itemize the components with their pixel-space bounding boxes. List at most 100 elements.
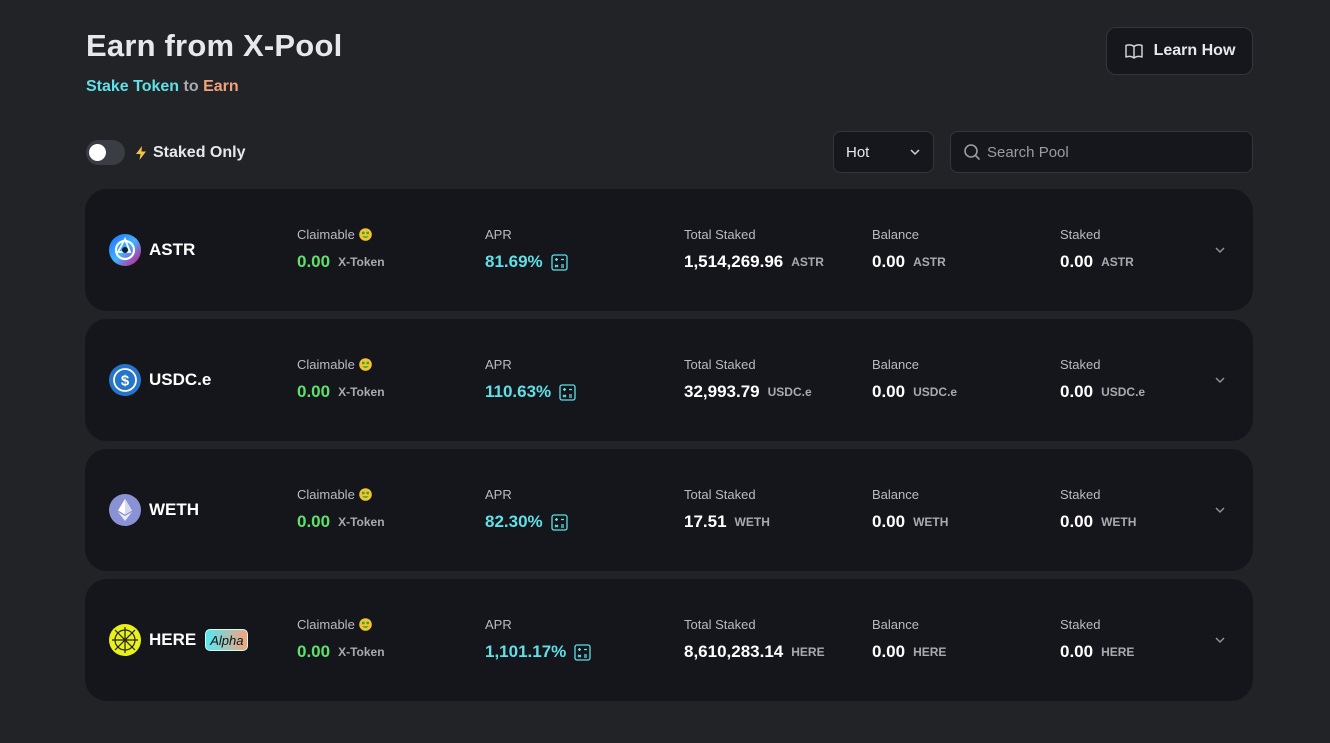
balance-value: 0.00 (872, 252, 906, 271)
pool-token: $ USDC.e (109, 364, 211, 396)
apr-value-row: 82.30% (485, 511, 568, 533)
token-name: WETH (149, 500, 200, 519)
claimable-label-row: Claimable (297, 616, 385, 632)
staked-column: Staked 0.00 ASTR (1060, 226, 1134, 273)
pool-token: WETH (109, 494, 199, 526)
pool-card[interactable]: WETH Claimable 0.00 X-Token APR 82.30% T… (85, 449, 1253, 571)
claimable-value: 0.00 (297, 642, 331, 661)
balance-value-row: 0.00 HERE (872, 641, 946, 663)
total-staked-label: Total Staked (684, 486, 756, 502)
total-staked-unit: WETH (734, 515, 770, 529)
book-icon (1124, 44, 1143, 59)
alpha-badge: Alpha (205, 629, 249, 651)
apr-label: APR (485, 356, 512, 372)
total-staked-column: Total Staked 32,993.79 USDC.e (684, 356, 812, 403)
total-staked-value: 8,610,283.14 (684, 642, 784, 661)
total-staked-column: Total Staked 17.51 WETH (684, 486, 770, 533)
learn-how-label: Learn How (1153, 42, 1236, 59)
total-staked-value-row: 32,993.79 USDC.e (684, 381, 812, 403)
balance-unit: ASTR (913, 255, 946, 269)
total-staked-value-row: 8,610,283.14 HERE (684, 641, 825, 663)
claimable-column: Claimable 0.00 X-Token (297, 226, 385, 273)
balance-value-row: 0.00 USDC.e (872, 381, 957, 403)
token-name: ASTR (149, 240, 196, 259)
page-title: Earn from X-Pool (86, 28, 343, 63)
total-staked-label: Total Staked (684, 226, 756, 242)
balance-column: Balance 0.00 ASTR (872, 226, 946, 273)
learn-how-button[interactable]: Learn How (1106, 27, 1253, 75)
claimable-unit: X-Token (338, 515, 385, 529)
apr-value-row: 81.69% (485, 251, 568, 273)
staked-unit: ASTR (1101, 255, 1134, 269)
total-staked-value-row: 1,514,269.96 ASTR (684, 251, 824, 273)
balance-value-row: 0.00 WETH (872, 511, 948, 533)
claimable-label-row: Claimable (297, 356, 385, 372)
token-name: USDC.e (149, 370, 212, 389)
subtitle-stake-token: Stake Token (86, 78, 180, 95)
staked-label: Staked (1060, 486, 1101, 502)
claimable-value-row: 0.00 X-Token (297, 641, 385, 663)
total-staked-label: Total Staked (684, 616, 756, 632)
calculator-icon[interactable] (559, 383, 576, 401)
claimable-value: 0.00 (297, 252, 331, 271)
staked-only-label: Staked Only (153, 143, 246, 161)
toggle-knob (89, 144, 106, 161)
ethereum-logo-icon (109, 494, 141, 526)
calculator-icon[interactable] (574, 643, 591, 661)
pool-token: ASTR (109, 234, 195, 266)
pool-token: HERE Alpha (109, 624, 249, 656)
staked-value: 0.00 (1060, 252, 1094, 271)
balance-label: Balance (872, 356, 919, 372)
expand-chevron-icon[interactable] (1214, 634, 1226, 646)
apr-value: 82.30% (485, 512, 543, 531)
total-staked-column: Total Staked 1,514,269.96 ASTR (684, 226, 824, 273)
claimable-column: Claimable 0.00 X-Token (297, 356, 385, 403)
expand-chevron-icon[interactable] (1214, 244, 1226, 256)
apr-label: APR (485, 226, 512, 242)
claimable-unit: X-Token (338, 645, 385, 659)
staked-column: Staked 0.00 USDC.e (1060, 356, 1145, 403)
staked-value-row: 0.00 WETH (1060, 511, 1136, 533)
balance-value-row: 0.00 ASTR (872, 251, 946, 273)
apr-column: APR 82.30% (485, 486, 568, 533)
staked-unit: HERE (1101, 645, 1135, 659)
pool-card[interactable]: $ USDC.e Claimable 0.00 X-Token APR 110.… (85, 319, 1253, 441)
money-face-icon (359, 227, 372, 241)
staked-unit: USDC.e (1101, 385, 1146, 399)
apr-label: APR (485, 616, 512, 632)
claimable-label-row: Claimable (297, 226, 385, 242)
apr-column: APR 1,101.17% (485, 616, 591, 663)
sort-value: Hot (846, 143, 870, 161)
staked-value-row: 0.00 HERE (1060, 641, 1134, 663)
claimable-value-row: 0.00 X-Token (297, 511, 385, 533)
balance-value: 0.00 (872, 642, 906, 661)
balance-label: Balance (872, 226, 919, 242)
claimable-label: Claimable (297, 486, 355, 502)
balance-unit: HERE (913, 645, 947, 659)
total-staked-column: Total Staked 8,610,283.14 HERE (684, 616, 825, 663)
usdc-logo-icon: $ (109, 364, 141, 396)
staked-label: Staked (1060, 356, 1101, 372)
claimable-label: Claimable (297, 226, 355, 242)
total-staked-value-row: 17.51 WETH (684, 511, 770, 533)
balance-value: 0.00 (872, 512, 906, 531)
subtitle-earn: Earn (203, 78, 239, 95)
calculator-icon[interactable] (551, 513, 568, 531)
apr-label: APR (485, 486, 512, 502)
pool-card[interactable]: HERE Alpha Claimable 0.00 X-Token APR 1,… (85, 579, 1253, 701)
search-pool-input[interactable] (987, 143, 1237, 161)
page-subtitle: Stake Token to Earn (86, 78, 239, 96)
total-staked-unit: HERE (791, 645, 825, 659)
expand-chevron-icon[interactable] (1214, 374, 1226, 386)
expand-chevron-icon[interactable] (1214, 504, 1226, 516)
staked-unit: WETH (1101, 515, 1137, 529)
sort-dropdown[interactable]: Hot (833, 131, 934, 173)
pool-card[interactable]: ASTR Claimable 0.00 X-Token APR 81.69% T… (85, 189, 1253, 311)
total-staked-unit: USDC.e (767, 385, 812, 399)
staked-value: 0.00 (1060, 512, 1094, 531)
money-face-icon (359, 487, 372, 501)
staked-only-toggle[interactable] (86, 140, 125, 165)
calculator-icon[interactable] (551, 253, 568, 271)
lightning-icon (136, 145, 146, 160)
total-staked-value: 17.51 (684, 512, 727, 531)
